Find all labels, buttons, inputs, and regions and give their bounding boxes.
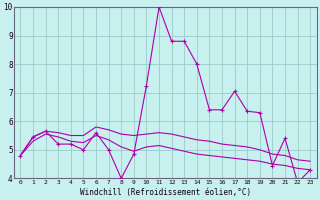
X-axis label: Windchill (Refroidissement éolien,°C): Windchill (Refroidissement éolien,°C) [80,188,251,197]
